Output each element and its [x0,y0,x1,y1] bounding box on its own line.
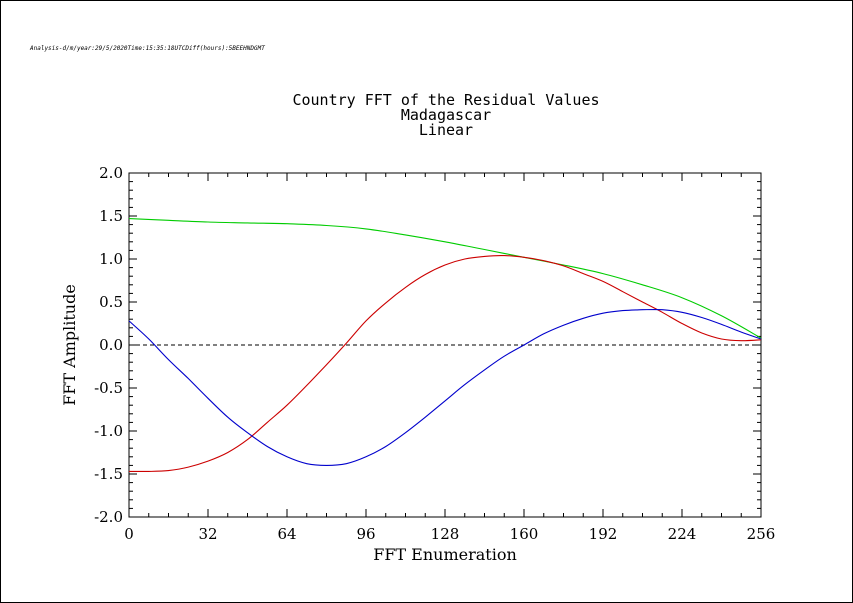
x-tick-label: 32 [198,525,217,543]
series-line-3 [128,308,762,466]
series-line-2 [128,255,762,473]
x-tick-label: 96 [356,525,375,543]
axes: 0 32 64 96 128 160 192 224 256 -2.0 -1.5 -1.0 -0.5 0.… [94,164,775,543]
y-axis-label: FFT Amplitude [60,284,79,406]
series-lines [128,218,762,473]
x-tick-label: 0 [124,525,134,543]
y-tick-label: 0.0 [99,336,123,354]
chart-subtitle-method: Linear [418,121,474,139]
x-tick-label: 64 [277,525,296,543]
chart-subtitle-country: Madagascar [400,106,492,124]
y-tick-label: 1.5 [99,207,123,225]
chart-title: Country FFT of the Residual Values [292,91,600,109]
y-tick-label: -0.5 [94,379,123,397]
y-tick-label: -2.0 [94,508,123,526]
x-tick-label: 192 [589,525,618,543]
x-tick-label: 128 [431,525,460,543]
y-tick-label: 2.0 [99,164,123,182]
y-tick-label: -1.0 [94,422,123,440]
y-tick-label: -1.5 [94,465,123,483]
y-tick-label: 1.0 [99,250,123,268]
x-tick-label: 224 [668,525,697,543]
series-line-1 [128,218,762,339]
x-tick-label: 256 [747,525,776,543]
y-tick-label: 0.5 [99,293,123,311]
x-axis-label: FFT Enumeration [373,545,517,564]
analysis-metadata: Analysis-d/m/year:29/5/2020Time:15:35:18… [30,45,265,52]
x-tick-label: 160 [510,525,539,543]
